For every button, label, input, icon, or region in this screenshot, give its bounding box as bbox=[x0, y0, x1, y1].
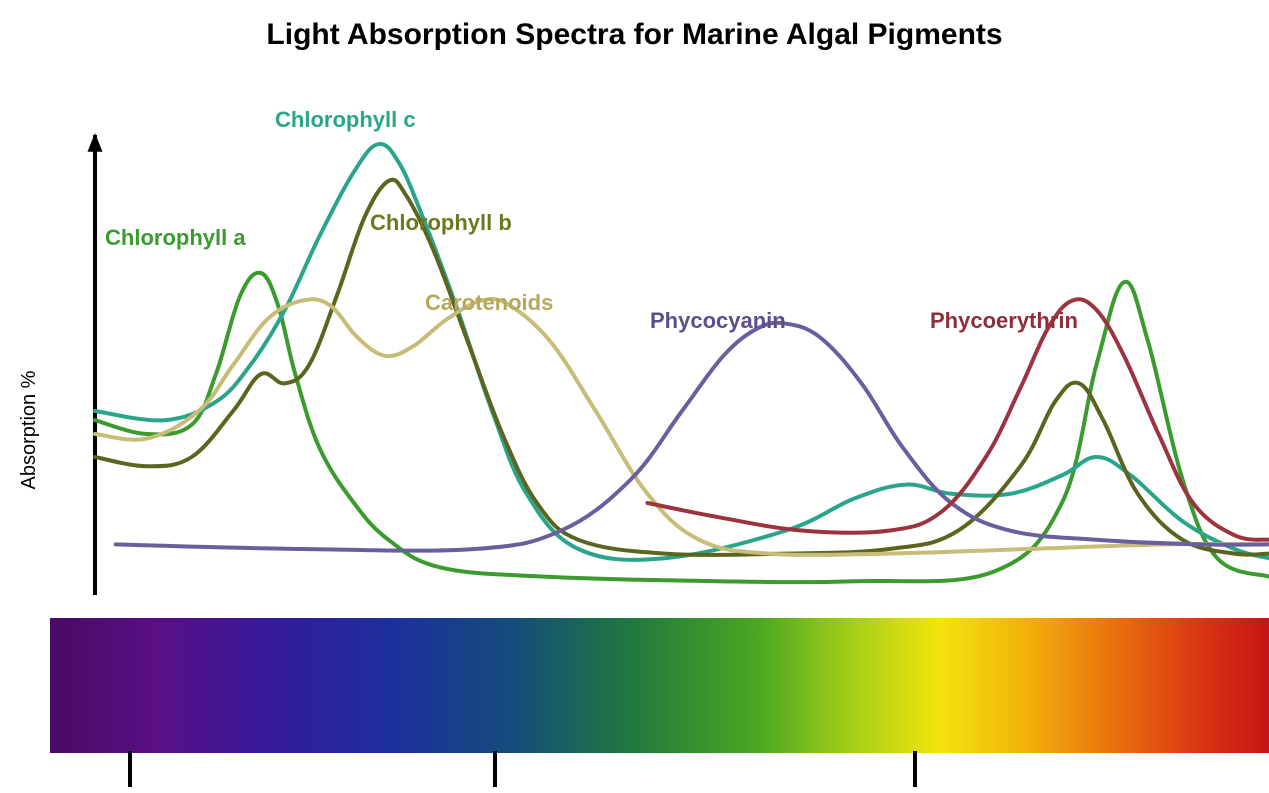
chart-title: Light Absorption Spectra for Marine Alga… bbox=[0, 18, 1269, 52]
label-chlorophyll_a: Chlorophyll a bbox=[105, 225, 246, 251]
label-carotenoids: Carotenoids bbox=[425, 290, 553, 316]
series-chlorophyll_c bbox=[95, 144, 1269, 560]
label-phycocyanin: Phycocyanin bbox=[650, 308, 786, 334]
chart-container: Light Absorption Spectra for Marine Alga… bbox=[0, 0, 1269, 793]
y-axis-arrow-icon bbox=[88, 133, 103, 152]
label-phycoerythrin: Phycoerythrin bbox=[930, 308, 1078, 334]
series-chlorophyll_b bbox=[95, 180, 1269, 555]
label-chlorophyll_b: Chlorophyll b bbox=[370, 210, 512, 236]
spectrum-tick-0 bbox=[128, 751, 132, 787]
plot-area bbox=[85, 125, 1269, 605]
label-chlorophyll_c: Chlorophyll c bbox=[275, 107, 416, 133]
series-phycocyanin bbox=[116, 323, 1269, 551]
spectrum-bar bbox=[50, 618, 1269, 793]
spectrum-tick-2 bbox=[913, 751, 917, 787]
spectrum-tick-1 bbox=[493, 751, 497, 787]
y-axis-label: Absorption % bbox=[18, 371, 41, 490]
series-phycoerythrin bbox=[647, 299, 1269, 540]
spectrum-rect bbox=[50, 618, 1269, 753]
